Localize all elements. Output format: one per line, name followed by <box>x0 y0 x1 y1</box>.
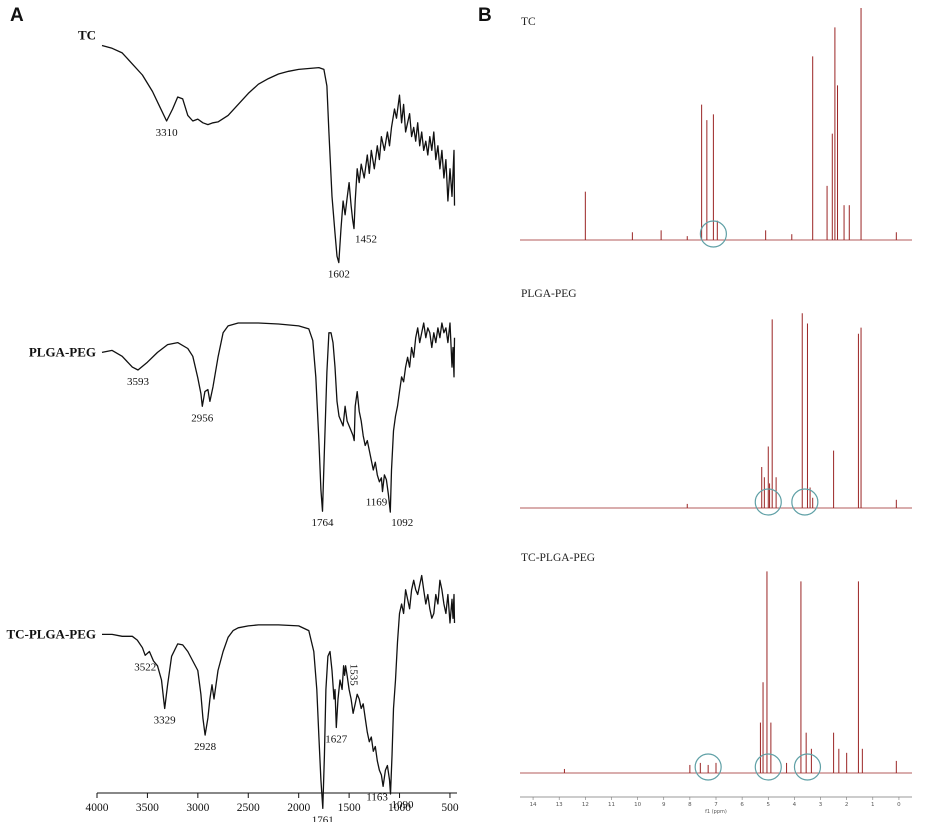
ftir-peak-label: 3310 <box>156 127 179 139</box>
ftir-line-plga-peg <box>101 322 456 513</box>
nmr-x-tick-label: 1 <box>871 802 875 808</box>
ftir-peak-label: 1090 <box>391 799 414 811</box>
ftir-peak-label: 1535 <box>348 664 360 687</box>
nmr-x-tick-label: 0 <box>897 802 901 808</box>
ftir-peak-label: 3329 <box>154 715 177 727</box>
nmr-highlight-circle <box>699 220 727 248</box>
ftir-x-tick-label: 1500 <box>338 802 361 814</box>
ftir-peak-label: 3593 <box>127 376 150 388</box>
nmr-highlight-circle <box>793 753 822 781</box>
ftir-peak-label: 1169 <box>366 497 388 509</box>
ftir-peak-label: 1764 <box>311 517 334 529</box>
ftir-peak-label: 1627 <box>325 734 348 746</box>
ftir-peak-label: 1452 <box>355 234 377 246</box>
ftir-peak-label: 1602 <box>328 269 350 281</box>
nmr-series-plga-peg: PLGA-PEG <box>520 288 912 516</box>
panel-b-letter: B <box>478 5 492 26</box>
ftir-peak-label: 2956 <box>191 412 214 424</box>
ftir-x-tick-label: 2000 <box>287 802 310 814</box>
nmr-x-tick-label: 11 <box>608 802 615 808</box>
nmr-x-tick-label: 13 <box>556 802 563 808</box>
ftir-x-tick-label: 500 <box>441 802 459 814</box>
ftir-series-label: PLGA-PEG <box>29 344 96 359</box>
nmr-x-tick-label: 14 <box>530 802 537 808</box>
ftir-peak-label: 1092 <box>391 517 413 529</box>
nmr-series-tc-plga-peg: TC-PLGA-PEG <box>520 552 912 781</box>
nmr-series-label: PLGA-PEG <box>521 288 577 300</box>
ftir-series-group: TC331016021452PLGA-PEG359329561764116910… <box>6 28 456 822</box>
nmr-highlight-circle <box>754 753 782 781</box>
ftir-peak-label: 1761 <box>312 814 334 822</box>
ftir-x-tick-label: 2500 <box>237 802 260 814</box>
nmr-x-tick-label: 10 <box>634 802 641 808</box>
ftir-x-tick-label: 4000 <box>86 802 109 814</box>
ftir-x-tick-label: 1000 <box>388 802 411 814</box>
nmr-highlight-circle <box>754 488 782 516</box>
ftir-line-tc <box>101 44 456 264</box>
nmr-highlight-circle <box>694 753 722 781</box>
panel-a-letter: A <box>10 5 24 26</box>
nmr-x-axis: 14 13 12 11 10 9 8 7 6 5 4 3 2 1 0 <box>520 796 912 808</box>
ftir-x-tick-label: 3500 <box>136 802 159 814</box>
ftir-peak-label: 3522 <box>134 661 156 673</box>
ftir-peak-label: 1163 <box>366 791 388 803</box>
nmr-x-tick-label: 12 <box>582 802 589 808</box>
ftir-x-axis: 4000 3500 3000 2500 2000 1500 1000 500 <box>86 792 459 814</box>
ftir-series-label: TC <box>78 28 96 43</box>
ftir-series-label: TC-PLGA-PEG <box>6 626 96 641</box>
nmr-x-unit-label: f1 (ppm) <box>705 809 727 815</box>
nmr-series-label: TC-PLGA-PEG <box>521 552 595 564</box>
ftir-series-tc: TC 3310 1602 1452 <box>78 28 456 281</box>
ftir-panel: TC331016021452PLGA-PEG359329561764116910… <box>6 28 458 822</box>
ftir-x-tick-label: 3000 <box>186 802 209 814</box>
nmr-x-tick-label: 7 <box>714 802 718 808</box>
nmr-x-tick-label: 8 <box>688 802 692 808</box>
nmr-x-tick-label: 5 <box>767 802 771 808</box>
nmr-highlight-circle <box>791 488 819 516</box>
ftir-line-tc-plga-peg <box>102 574 456 809</box>
nmr-x-tick-label: 6 <box>740 802 744 808</box>
nmr-series-tc: TC <box>520 8 912 248</box>
nmr-series-label: TC <box>521 16 536 28</box>
nmr-x-tick-label: 9 <box>662 802 666 808</box>
nmr-x-tick-label: 2 <box>845 802 849 808</box>
nmr-series-group: TC PLGA-PEG TC-PLGA-PEG <box>520 8 912 781</box>
nmr-x-tick-label: 3 <box>819 802 823 808</box>
ftir-series-tc-plga-peg: TC-PLGA-PEG35223329292817611627153511631… <box>6 574 456 822</box>
ftir-peak-label: 2928 <box>194 741 217 753</box>
nmr-x-tick-label: 4 <box>793 802 797 808</box>
